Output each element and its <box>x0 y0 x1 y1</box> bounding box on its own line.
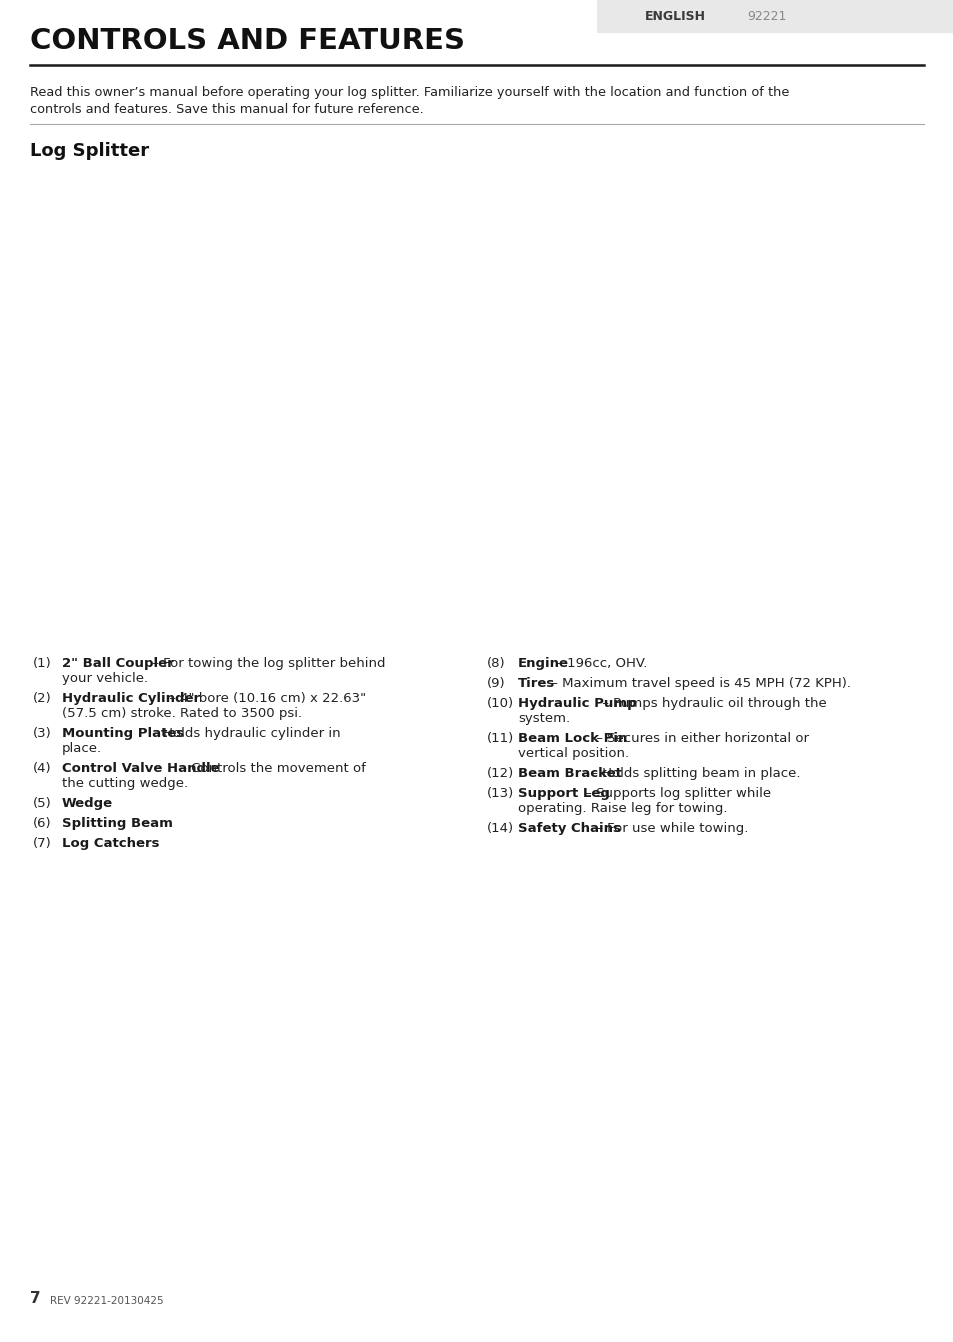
Text: Tires: Tires <box>517 676 555 690</box>
Text: Mounting Plates: Mounting Plates <box>62 727 184 739</box>
Text: Log Catchers: Log Catchers <box>62 837 159 849</box>
Text: (12): (12) <box>486 768 514 780</box>
Text: (5): (5) <box>33 797 51 811</box>
Text: – For use while towing.: – For use while towing. <box>592 823 748 835</box>
Text: CONTROLS AND FEATURES: CONTROLS AND FEATURES <box>30 27 464 55</box>
Text: Wedge: Wedge <box>62 797 113 811</box>
Text: operating. Raise leg for towing.: operating. Raise leg for towing. <box>517 803 727 815</box>
Text: – Secures in either horizontal or: – Secures in either horizontal or <box>592 731 808 745</box>
Text: (9): (9) <box>486 676 505 690</box>
Text: (10): (10) <box>486 696 514 710</box>
Text: (13): (13) <box>486 786 514 800</box>
Text: ENGLISH: ENGLISH <box>644 9 705 23</box>
Text: (7): (7) <box>33 837 51 849</box>
Text: – Holds splitting beam in place.: – Holds splitting beam in place. <box>586 768 800 780</box>
Text: Control Valve Handle: Control Valve Handle <box>62 762 219 774</box>
Text: place.: place. <box>62 742 102 756</box>
Text: – Maximum travel speed is 45 MPH (72 KPH).: – Maximum travel speed is 45 MPH (72 KPH… <box>546 676 850 690</box>
Text: – 196cc, OHV.: – 196cc, OHV. <box>552 658 647 670</box>
Text: vertical position.: vertical position. <box>517 747 628 760</box>
Text: 7: 7 <box>30 1291 41 1306</box>
Text: controls and features. Save this manual for future reference.: controls and features. Save this manual … <box>30 103 423 115</box>
Text: Engine: Engine <box>517 658 568 670</box>
Bar <box>597 0 953 34</box>
Text: – Pumps hydraulic oil through the: – Pumps hydraulic oil through the <box>598 696 826 710</box>
Text: (1): (1) <box>33 658 51 670</box>
Text: – Holds hydraulic cylinder in: – Holds hydraulic cylinder in <box>148 727 340 739</box>
Text: – For towing the log splitter behind: – For towing the log splitter behind <box>148 658 385 670</box>
Text: Read this owner’s manual before operating your log splitter. Familiarize yoursel: Read this owner’s manual before operatin… <box>30 86 788 99</box>
Text: (8): (8) <box>486 658 505 670</box>
Text: (4): (4) <box>33 762 51 774</box>
Text: Splitting Beam: Splitting Beam <box>62 817 172 829</box>
Text: – 4" bore (10.16 cm) x 22.63": – 4" bore (10.16 cm) x 22.63" <box>165 692 366 705</box>
Text: (2): (2) <box>33 692 51 705</box>
Text: Beam Bracket: Beam Bracket <box>517 768 621 780</box>
Text: Hydraulic Pump: Hydraulic Pump <box>517 696 636 710</box>
Text: your vehicle.: your vehicle. <box>62 672 148 684</box>
Text: Log Splitter: Log Splitter <box>30 142 149 160</box>
Text: 2" Ball Coupler: 2" Ball Coupler <box>62 658 173 670</box>
Text: (6): (6) <box>33 817 51 829</box>
Text: – Supports log splitter while: – Supports log splitter while <box>580 786 770 800</box>
Text: Hydraulic Cylinder: Hydraulic Cylinder <box>62 692 200 705</box>
Text: Support Leg: Support Leg <box>517 786 609 800</box>
Text: (14): (14) <box>486 823 514 835</box>
Text: REV 92221-20130425: REV 92221-20130425 <box>50 1296 164 1306</box>
Text: (11): (11) <box>486 731 514 745</box>
Text: the cutting wedge.: the cutting wedge. <box>62 777 188 790</box>
Text: Beam Lock Pin: Beam Lock Pin <box>517 731 627 745</box>
Text: Safety Chains: Safety Chains <box>517 823 620 835</box>
Text: (3): (3) <box>33 727 51 739</box>
Text: – Controls the movement of: – Controls the movement of <box>176 762 366 774</box>
Text: system.: system. <box>517 713 570 725</box>
Text: (57.5 cm) stroke. Rated to 3500 psi.: (57.5 cm) stroke. Rated to 3500 psi. <box>62 707 302 721</box>
Text: 92221: 92221 <box>746 9 785 23</box>
